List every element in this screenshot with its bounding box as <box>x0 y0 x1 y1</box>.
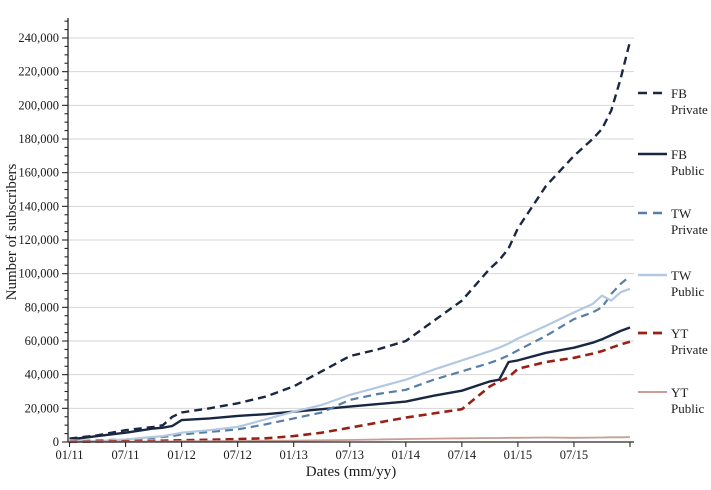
series-line-fb-private <box>69 41 632 440</box>
legend-label-line2: Public <box>671 284 704 299</box>
x-tick-label: 07/13 <box>336 448 364 462</box>
legend-label-line2: Private <box>671 102 708 117</box>
y-tick-label: 40,000 <box>25 368 59 382</box>
series-line-tw-public <box>69 287 631 443</box>
x-tick-label: 07/12 <box>223 448 251 462</box>
y-tick-label: 220,000 <box>18 65 59 79</box>
x-tick-label: 01/14 <box>392 448 421 462</box>
y-tick-label: 0 <box>53 435 59 449</box>
y-tick-label: 160,000 <box>18 166 59 180</box>
y-tick-label: 140,000 <box>18 199 59 213</box>
legend-label-line1: FB <box>671 86 687 101</box>
legend-label-line2: Public <box>671 401 704 416</box>
x-tick-label: 01/11 <box>55 448 83 462</box>
y-tick-label: 80,000 <box>25 300 59 314</box>
legend-label-line2: Private <box>671 222 708 237</box>
tick-labels: 0 20,000 40,000 60,000 80,000 100,000 120,000 1… <box>18 31 588 462</box>
legend-label-line1: TW <box>671 206 692 221</box>
x-tick-label: 01/15 <box>504 448 532 462</box>
y-tick-label: 120,000 <box>18 233 59 247</box>
x-tick-label: 07/15 <box>560 448 588 462</box>
x-tick-label: 07/14 <box>448 448 477 462</box>
y-tick-label: 200,000 <box>18 98 59 112</box>
gridlines <box>68 37 634 409</box>
legend-label-line1: YT <box>671 385 688 400</box>
x-tick-label: 01/12 <box>167 448 195 462</box>
axes <box>62 18 634 447</box>
series-line-tw-private <box>69 275 631 443</box>
series-lines <box>69 41 632 444</box>
y-tick-label: 20,000 <box>25 401 59 415</box>
series-line-fb-public <box>69 326 631 441</box>
legend-label-line1: FB <box>671 147 687 162</box>
x-tick-label: 01/13 <box>279 448 307 462</box>
y-tick-label: 100,000 <box>18 267 59 281</box>
legend: FBPrivateFBPublicTWPrivateTWPublicYTPriv… <box>638 86 708 416</box>
legend-label-line1: TW <box>671 268 692 283</box>
y-tick-label: 180,000 <box>18 132 59 146</box>
x-tick-label: 07/11 <box>112 448 140 462</box>
legend-label-line2: Private <box>671 342 708 357</box>
y-tick-label: 60,000 <box>25 334 59 348</box>
legend-label-line1: YT <box>671 326 688 341</box>
legend-label-line2: Public <box>671 163 704 178</box>
x-axis-title: Dates (mm/yy) <box>305 464 397 480</box>
y-tick-label: 240,000 <box>18 31 59 45</box>
y-axis-title: Number of subscribers <box>4 163 20 301</box>
